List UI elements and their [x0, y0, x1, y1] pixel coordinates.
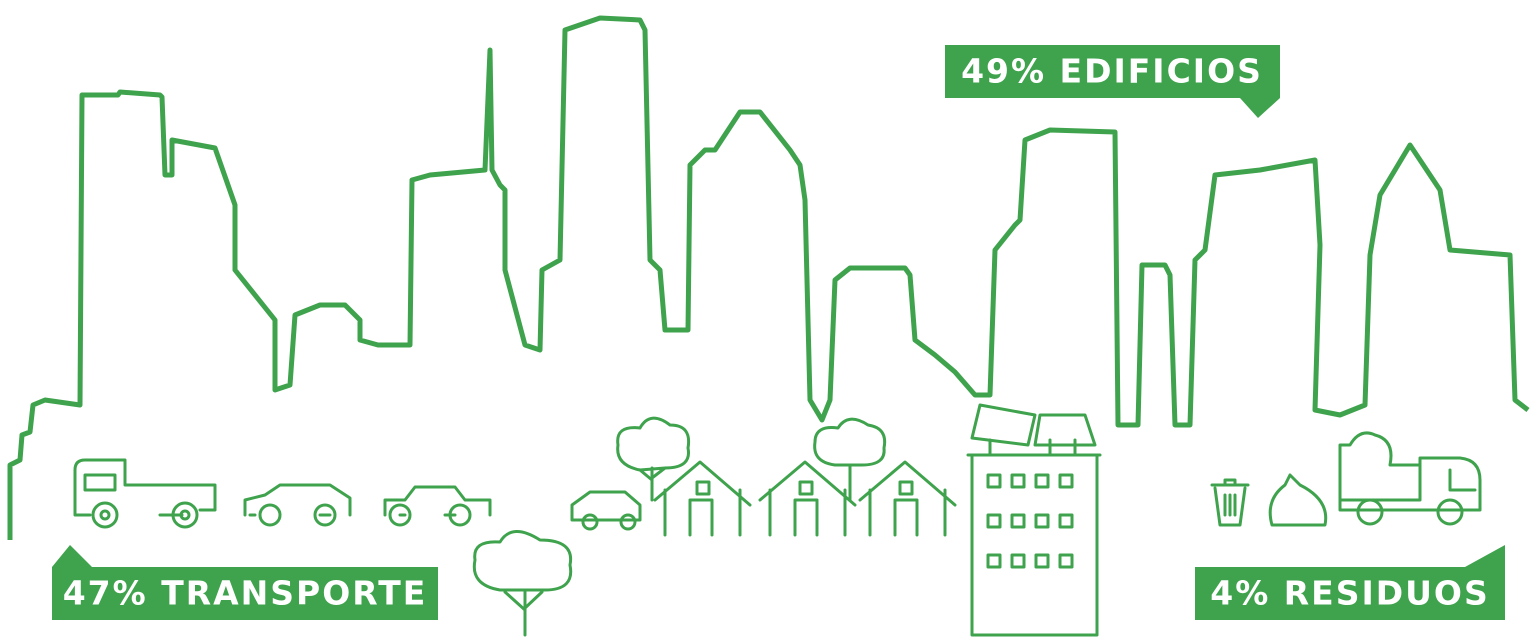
label-box — [945, 45, 1280, 98]
label-box — [52, 567, 438, 620]
label-tab — [52, 545, 92, 567]
building-icons — [966, 403, 1102, 637]
label-buildings: 49% EDIFICIOS — [945, 45, 1280, 118]
house-icons — [653, 460, 957, 537]
label-text: 47% TRANSPORTE — [63, 574, 428, 613]
label-tab — [1465, 545, 1505, 567]
label-text: 4% RESIDUOS — [1210, 574, 1490, 613]
waste-icons — [1210, 431, 1482, 527]
transport-icons — [73, 458, 642, 531]
skyline — [7, 15, 1530, 540]
label-text: 49% EDIFICIOS — [961, 52, 1263, 91]
label-waste: 4% RESIDUOS — [1195, 545, 1505, 620]
label-box — [1195, 567, 1505, 620]
label-transport: 47% TRANSPORTE — [52, 545, 438, 620]
label-tab — [1240, 98, 1280, 118]
tree-icons — [472, 416, 887, 637]
